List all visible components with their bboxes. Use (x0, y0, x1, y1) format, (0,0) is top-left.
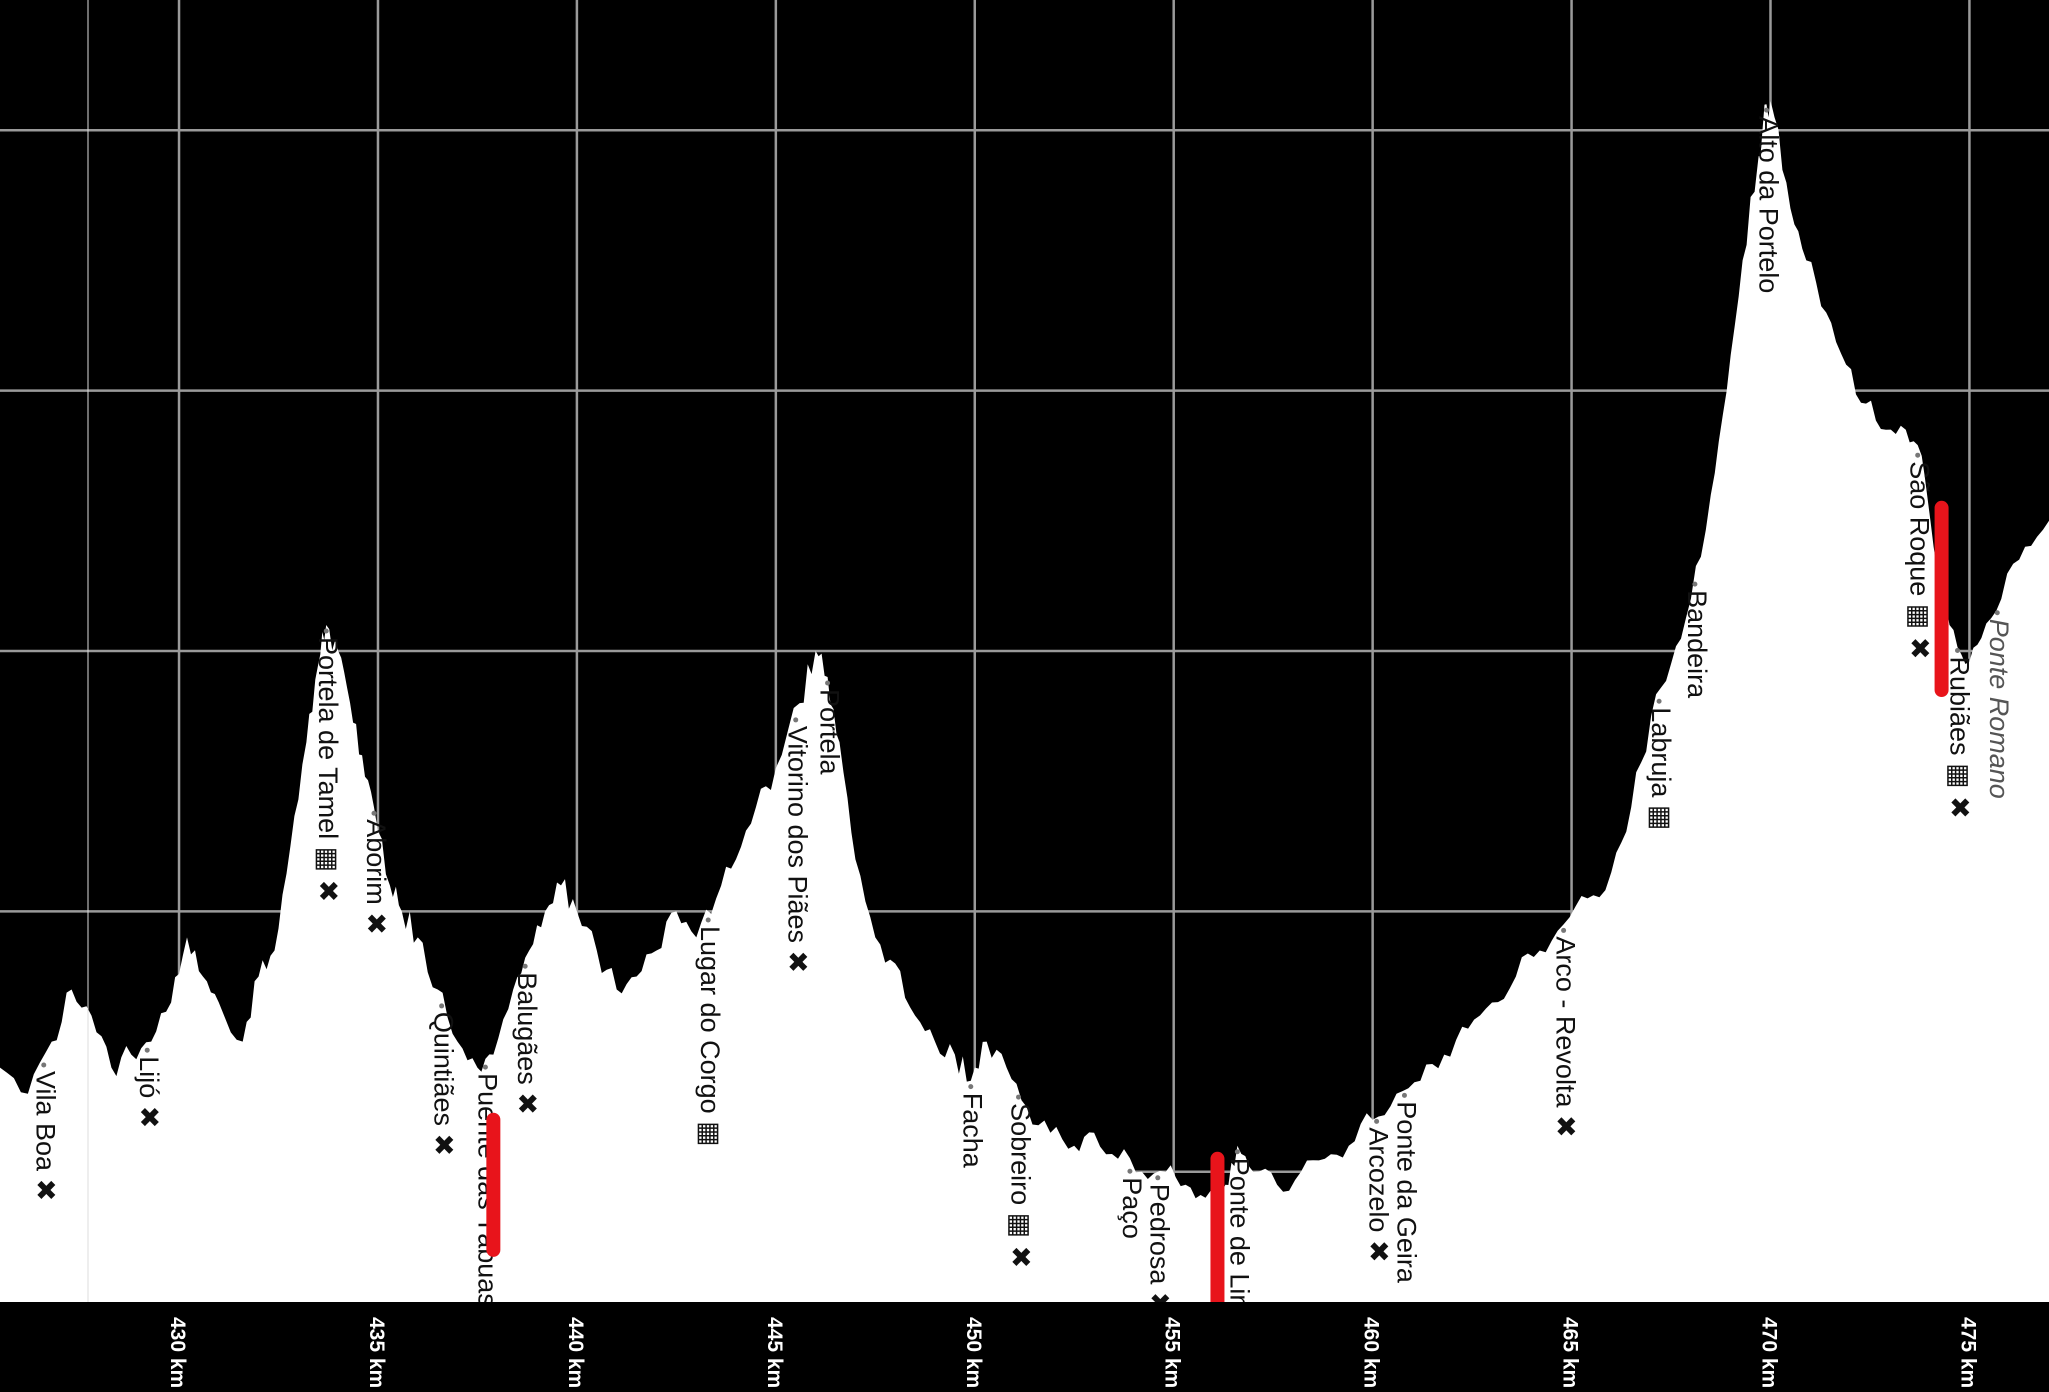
x-tick-label: 445 km (763, 1317, 786, 1388)
place-labels: Vila Boa ✖ Lijó ✖ Portela de Tamel ▦ ✖ Abor… (31, 107, 2014, 1392)
place-label: Facha (958, 1093, 988, 1169)
place-marker-dot (1561, 927, 1567, 933)
place-marker-dot (825, 680, 831, 686)
place-marker-dot (482, 1064, 488, 1070)
x-tick-label: 430 km (166, 1317, 189, 1388)
place-marker-dot (1692, 581, 1698, 587)
place-marker-dot (323, 628, 329, 634)
place-marker-dot (1401, 1092, 1407, 1098)
x-tick-label: 475 km (1956, 1317, 1979, 1388)
x-tick-label: 470 km (1758, 1317, 1781, 1388)
place-marker-dot (144, 1047, 150, 1053)
place-marker-dot (41, 1062, 47, 1068)
place-marker-dot (1374, 1118, 1380, 1124)
place-marker-dot (968, 1084, 974, 1090)
place-label: Sobreiro ▦ ✖ (1005, 1103, 1035, 1268)
place-label: Portela de Tamel ▦ ✖ (313, 637, 343, 902)
place-marker-dot (1764, 107, 1770, 113)
place-marker-dot (439, 1003, 445, 1009)
place-label: Aborim ✖ (361, 819, 391, 935)
place-label: Ponte Romano (1984, 619, 2014, 799)
x-tick-label: 465 km (1559, 1317, 1582, 1388)
place-marker-dot (1954, 647, 1960, 653)
place-label: Vitorino dos Piães ✖ (783, 726, 813, 973)
place-marker-dot (1915, 452, 1921, 458)
place-label: Lijó ✖ (134, 1056, 164, 1128)
x-tick-label: 440 km (564, 1317, 587, 1388)
place-label: Arcozelo ✖ (1363, 1127, 1393, 1262)
place-marker-dot (705, 917, 711, 923)
x-axis-ticks: 430 km 435 km 440 km 445 km 450 km 455 km 460 … (166, 1317, 1979, 1388)
place-label: Paço (1117, 1177, 1147, 1239)
place-label: Arco - Revolta ✖ (1550, 936, 1580, 1137)
place-marker-dot (371, 810, 377, 816)
place-label: Ponte da Geira (1391, 1101, 1421, 1284)
place-marker-dot (522, 963, 528, 969)
place-marker-dot (1155, 1175, 1161, 1181)
x-tick-label: 435 km (365, 1317, 388, 1388)
x-tick-label: 455 km (1161, 1317, 1184, 1388)
place-label: Lugar do Corgo ▦ (695, 926, 725, 1147)
x-axis-band (0, 1302, 2049, 1392)
place-marker-dot (1234, 1149, 1240, 1155)
place-label: Bandeira (1682, 590, 1712, 699)
place-label: Rubiães ▦ ✖ (1944, 657, 1974, 819)
place-marker-dot (1016, 1094, 1022, 1100)
place-marker-dot (793, 717, 799, 723)
place-marker-dot (1994, 610, 2000, 616)
x-tick-label: 450 km (962, 1317, 985, 1388)
elevation-area (0, 101, 2049, 1302)
place-marker-dot (1656, 698, 1662, 704)
place-label: Alto da Portelo (1753, 116, 1783, 293)
place-label: Vila Boa ✖ (31, 1071, 61, 1201)
place-label: Quintiães ✖ (428, 1012, 458, 1156)
place-label: Labruja ▦ (1646, 707, 1676, 830)
place-label: São Roque ▦ ✖ (1905, 461, 1935, 659)
place-label: Portela (814, 689, 844, 776)
place-label: Pedrosa ✖ (1145, 1184, 1175, 1315)
place-label: Balugães ✖ (512, 972, 542, 1115)
place-marker-dot (1127, 1168, 1133, 1174)
x-tick-label: 460 km (1360, 1317, 1383, 1388)
